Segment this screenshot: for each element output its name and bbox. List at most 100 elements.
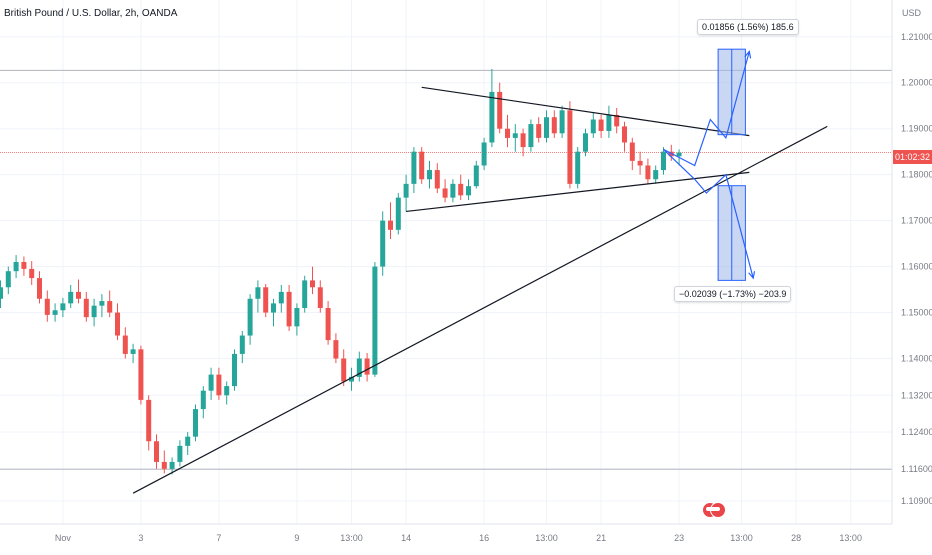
candle-body [341, 358, 347, 382]
down-path-arrow [663, 148, 754, 279]
candle-body [247, 298, 253, 336]
candle-body [403, 183, 409, 198]
candle-body [37, 278, 42, 299]
candle-body [271, 303, 276, 313]
candle-body [598, 119, 604, 131]
candle [52, 303, 58, 322]
price-tick-label: 1.18000 [901, 170, 932, 180]
candle [232, 349, 237, 391]
candle-body [536, 124, 542, 138]
time-tick-label: 13:00 [839, 533, 862, 543]
candle-body [325, 307, 331, 341]
candle-body [606, 114, 612, 131]
candle [551, 110, 557, 138]
candle [216, 367, 222, 400]
candle [208, 367, 214, 400]
candle-body [497, 91, 503, 129]
candle [107, 290, 113, 318]
price-tick-label: 1.15000 [901, 308, 932, 318]
candle-body [388, 220, 393, 230]
candle [325, 301, 331, 345]
candle-body [44, 298, 50, 315]
candle-body [122, 335, 128, 354]
candle-body [146, 399, 152, 442]
candle [583, 128, 588, 157]
candle [83, 291, 89, 322]
candle-body [567, 110, 573, 184]
candle [286, 284, 292, 331]
candle-body [528, 124, 534, 148]
candle-body [177, 445, 183, 462]
candle-body [286, 291, 292, 327]
candle [68, 284, 74, 308]
candle-body [294, 307, 300, 327]
candle-body [411, 151, 417, 184]
candle-body [575, 151, 581, 184]
flag-icon[interactable] [702, 502, 726, 518]
candle-body [356, 358, 362, 377]
candle-body [169, 461, 175, 469]
candle-body [505, 128, 510, 138]
time-tick-label: 16 [479, 533, 489, 543]
candle-body [661, 151, 666, 171]
candle-body [614, 114, 620, 127]
price-tick-label: 1.19000 [901, 124, 932, 134]
candle-body [676, 152, 682, 157]
candle [372, 262, 378, 377]
candle [489, 68, 495, 148]
candle [434, 163, 440, 194]
candle [349, 367, 354, 391]
candle-body [653, 170, 659, 180]
time-tick-label: 28 [791, 533, 801, 543]
candle-body [302, 280, 308, 308]
price-tick-label: 1.14000 [901, 354, 932, 364]
candle-body [60, 303, 66, 311]
chart-grid [0, 0, 892, 524]
candle [263, 284, 269, 318]
candle-body [419, 151, 425, 180]
candle-body [349, 376, 354, 382]
candle [271, 298, 276, 327]
candle [645, 158, 651, 184]
candle [200, 386, 206, 419]
candle-body [512, 133, 518, 138]
candle [169, 457, 175, 475]
candle [310, 266, 315, 295]
candle-body [380, 220, 386, 267]
candle-body [21, 262, 27, 269]
candle-body [489, 91, 495, 143]
candle-body [645, 165, 651, 180]
candle-body [458, 183, 464, 196]
chart-title: British Pound / U.S. Dollar, 2h, OANDA [4, 8, 178, 19]
candle-body [232, 353, 237, 387]
candle [567, 101, 573, 189]
candle-body [450, 183, 456, 198]
up-target-label: 0.01856 (1.56%) 185.6 [697, 19, 799, 35]
candle [458, 174, 464, 200]
candle [5, 266, 11, 295]
price-tick-label: 1.10900 [901, 496, 932, 506]
time-tick-label: 7 [216, 533, 221, 543]
time-tick-label: 13:00 [535, 533, 558, 543]
down-target-label: −0.02039 (−1.73%) −203.9 [674, 286, 792, 302]
candle-body [520, 133, 526, 148]
candle [528, 119, 534, 152]
candle-body [544, 117, 549, 138]
candle-body [629, 142, 635, 161]
projections[interactable] [663, 48, 756, 281]
candle [598, 114, 604, 138]
candle [138, 345, 144, 405]
candle [536, 117, 542, 143]
candle [224, 381, 230, 405]
candle-body [154, 441, 159, 462]
candle-body [263, 287, 269, 313]
candle-body [637, 160, 643, 166]
current-price-tag: 01:02:32 [893, 150, 932, 164]
candle-body [68, 291, 74, 304]
candle [91, 298, 97, 327]
candle-body [466, 186, 471, 196]
candle-body [239, 335, 245, 354]
candle-body [107, 301, 113, 313]
